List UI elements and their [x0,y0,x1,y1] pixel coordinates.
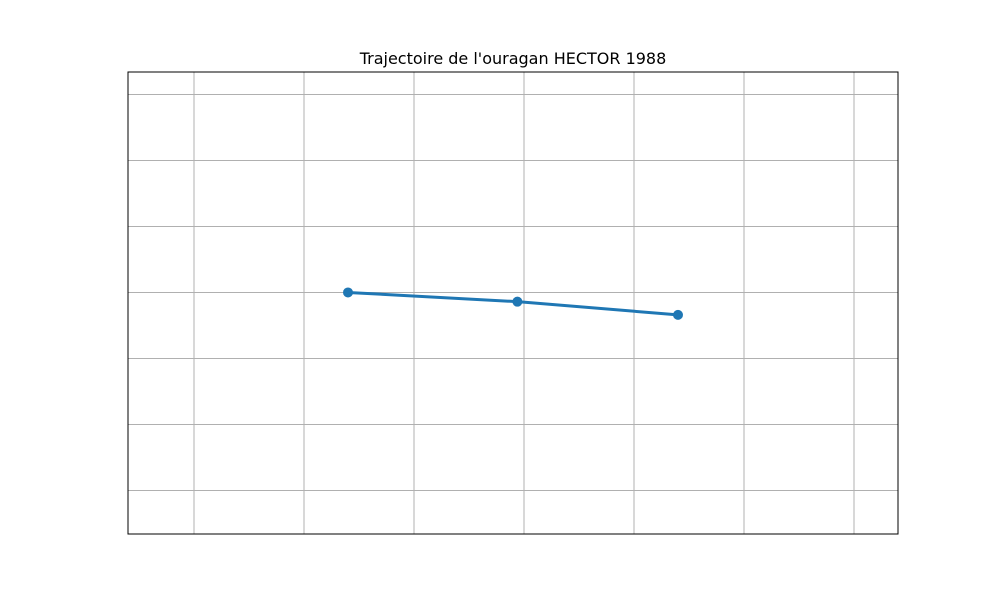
chart-title: Trajectoire de l'ouragan HECTOR 1988 [359,49,667,68]
grid [128,72,898,534]
trajectory-point-1 [512,296,523,307]
series-layer [343,287,683,320]
trajectory-point-0 [343,287,353,298]
trajectory-point-2 [673,309,683,320]
plot-frame [127,71,899,535]
